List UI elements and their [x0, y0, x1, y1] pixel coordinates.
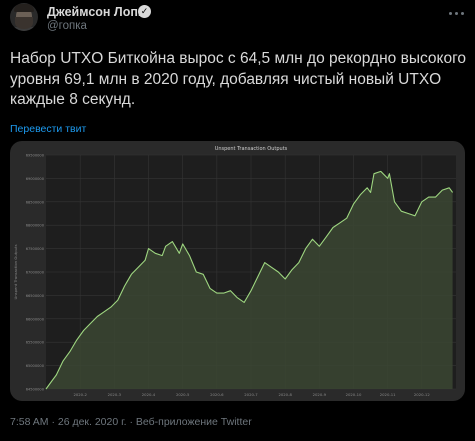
y-tick-label: 68500000 — [26, 200, 45, 204]
avatar-body — [10, 27, 38, 31]
x-tick-label: 2020-10 — [346, 392, 362, 397]
y-tick-label: 69000000 — [26, 177, 45, 181]
y-tick-label: 66000000 — [26, 317, 45, 321]
x-tick-label: 2020-6 — [210, 392, 224, 397]
series-area — [46, 171, 453, 389]
x-tick-label: 2020-7 — [244, 392, 258, 397]
utxo-chart: 69500000 69000000 68500000 68000000 67500000… — [13, 146, 456, 397]
y-tick-label: 66500000 — [26, 294, 45, 298]
more-horizontal-icon[interactable] — [448, 10, 466, 18]
x-tick-label: 2020-8 — [278, 392, 292, 397]
x-tick-label: 2020-9 — [313, 392, 327, 397]
tweet-text: Набор UTXO Биткойна вырос с 64,5 млн до … — [10, 50, 467, 108]
tweet-meta[interactable]: 7:58 AM · 26 дек. 2020 г. · Веб-приложен… — [10, 416, 252, 428]
y-tick-label: 68000000 — [26, 224, 45, 228]
chart-title: Unspent Transaction Outputs — [215, 146, 288, 152]
author-name[interactable]: Джеймсон Лопп — [47, 5, 146, 19]
y-axis-label: Unspent Transaction Outputs — [13, 244, 18, 299]
avatar[interactable] — [10, 3, 38, 31]
verified-badge-icon: ✓ — [138, 5, 151, 18]
x-tick-label: 2020-12 — [414, 392, 430, 397]
x-tick-label: 2020-4 — [142, 392, 156, 397]
avatar-hair — [14, 4, 34, 12]
x-tick-label: 2020-11 — [380, 392, 396, 397]
y-tick-label: 65500000 — [26, 341, 45, 345]
x-tick-label: 2020-2 — [73, 392, 87, 397]
y-tick-label: 69500000 — [26, 154, 45, 158]
avatar-beard — [15, 17, 33, 29]
tweet-header: Джеймсон Лопп ✓ @гопка — [0, 0, 475, 36]
chart-image[interactable]: 69500000 69000000 68500000 68000000 67500000… — [10, 141, 465, 401]
y-tick-label: 64500000 — [26, 388, 45, 392]
y-tick-label: 67000000 — [26, 271, 45, 275]
translate-tweet-link[interactable]: Перевести твит — [10, 123, 87, 135]
y-tick-label: 65000000 — [26, 364, 45, 368]
series-line — [45, 170, 454, 390]
x-tick-label: 2020-5 — [176, 392, 190, 397]
y-tick-label: 67500000 — [26, 247, 45, 251]
author-handle[interactable]: @гопка — [47, 20, 87, 32]
x-tick-label: 2020-3 — [108, 392, 122, 397]
